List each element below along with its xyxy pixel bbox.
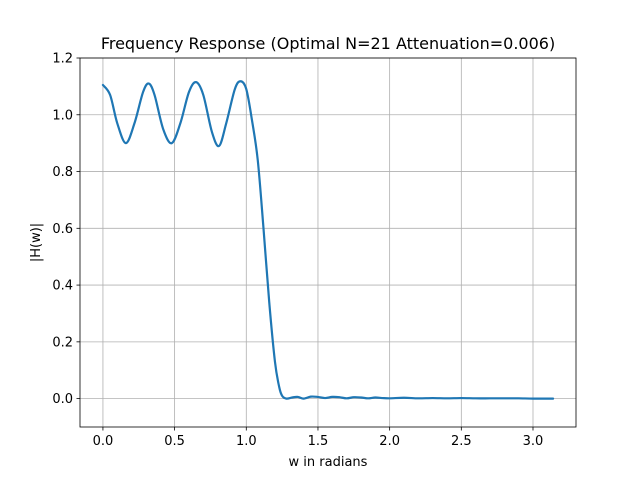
y-tick-label: 1.2 [52, 52, 73, 67]
x-tick-label: 1.5 [308, 434, 329, 449]
y-axis-label: |H(w)| [29, 223, 44, 262]
chart-title: Frequency Response (Optimal N=21 Attenua… [101, 34, 555, 53]
plot-area-frame [79, 57, 577, 428]
y-tick-label: 0.0 [52, 392, 73, 407]
y-tick-label: 1.0 [52, 108, 73, 123]
x-tick-label: 1.0 [236, 434, 257, 449]
y-tick-label: 0.6 [52, 222, 73, 237]
x-tick-label: 3.0 [523, 434, 544, 449]
series-layer [101, 80, 555, 400]
x-tick-label: 0.5 [164, 434, 185, 449]
axis-ticks: 0.0 0.5 1.0 1.5 2.0 2.5 3.0 0.0 0.2 0.4 0.6 0.8 1.0 1… [52, 52, 543, 450]
series-line [101, 80, 555, 400]
x-tick-label: 0.0 [93, 434, 114, 449]
y-tick-label: 0.8 [52, 165, 73, 180]
y-tick-label: 0.2 [52, 335, 73, 350]
x-axis-label: w in radians [289, 455, 368, 470]
x-tick-label: 2.0 [379, 434, 400, 449]
x-tick-label: 2.5 [451, 434, 472, 449]
y-tick-label: 0.4 [52, 279, 73, 294]
